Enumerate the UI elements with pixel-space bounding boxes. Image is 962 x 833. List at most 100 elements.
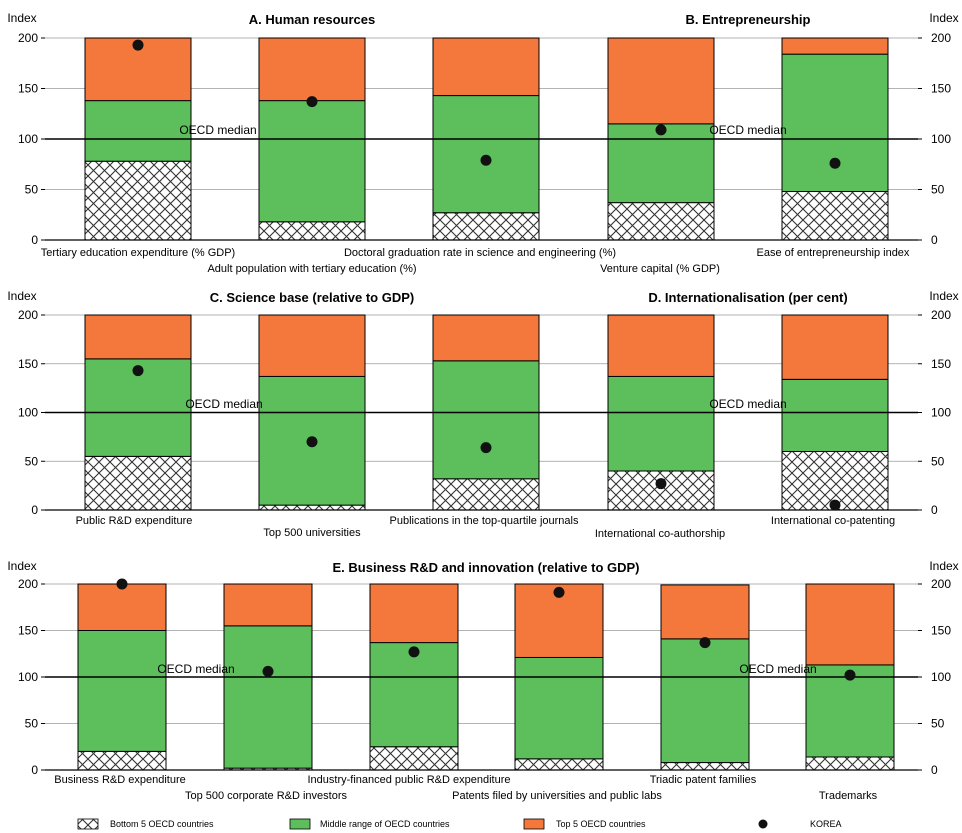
y-tick-label-right: 0 [931,763,938,777]
korea-marker [829,499,841,511]
bar-top-5 [77,583,167,631]
y-axis-label-right: Index [929,11,958,25]
korea-marker [829,157,841,169]
y-tick-label-left: 50 [25,717,39,731]
bar-top-5 [805,583,895,666]
y-tick-label-right: 0 [931,233,938,247]
category-label: Adult population with tertiary education… [207,263,416,275]
bar-middle-range [607,375,715,472]
legend-swatch-middle [289,818,311,830]
bar-top-5 [432,314,540,362]
korea-marker [553,586,565,598]
legend-swatch-bottom [77,818,99,830]
category-label: Tertiary education expenditure (% GDP) [41,247,235,259]
y-tick-label-right: 50 [931,183,945,197]
y-axis-label-left: Index [7,289,36,303]
bar-middle-range [660,638,750,764]
korea-marker [844,669,856,681]
category-label: Ease of entrepreneurship index [757,247,910,259]
oecd-median-label: OECD median [157,662,234,676]
y-tick-label-left: 200 [18,308,38,322]
category-label: Doctoral graduation rate in science and … [344,247,616,259]
bar-bottom-5 [514,758,604,771]
y-tick-label-right: 150 [931,82,951,96]
y-tick-label-right: 0 [931,503,938,517]
y-tick-label-right: 100 [931,670,951,684]
y-tick-label-left: 0 [31,503,38,517]
oecd-median-label: OECD median [709,123,786,137]
bar-middle-range [369,642,459,748]
bar-middle-range [258,100,366,223]
y-tick-label-left: 0 [31,233,38,247]
category-label: Triadic patent families [650,774,757,786]
panel-title: E. Business R&D and innovation (relative… [333,560,640,575]
korea-marker [306,96,318,108]
y-tick-label-left: 0 [31,763,38,777]
bar-bottom-5 [660,762,750,771]
category-label: Top 500 corporate R&D investors [185,790,348,802]
bar-middle-range [781,53,889,193]
chart-panel-3: E. Business R&D and innovation (relative… [7,559,958,802]
bar-bottom-5 [84,455,192,511]
bar-top-5 [432,37,540,97]
legend-marker-korea [758,819,768,829]
legend-label-korea: KOREA [810,819,842,829]
korea-marker [699,637,711,649]
y-tick-label-right: 50 [931,454,945,468]
bar-bottom-5 [258,504,366,511]
bar-middle-range [432,360,540,480]
bar-middle-range [84,100,192,162]
bar-middle-range [514,656,604,760]
legend-label-bottom: Bottom 5 OECD countries [110,819,214,829]
bar-middle-range [77,630,167,752]
oecd-median-label: OECD median [709,397,786,411]
oecd-median-label: OECD median [179,123,256,137]
y-tick-label-left: 150 [18,357,38,371]
category-label: Publications in the top-quartile journal… [390,515,579,527]
oecd-median-label: OECD median [185,397,262,411]
y-tick-label-left: 50 [25,454,39,468]
bar-top-5 [607,314,715,377]
legend-label-middle: Middle range of OECD countries [320,819,450,829]
korea-marker [480,442,492,454]
y-tick-label-left: 200 [18,31,38,45]
category-label: Public R&D expenditure [76,515,193,527]
category-label: International co-authorship [595,528,725,540]
bar-top-5 [607,37,715,125]
panel-title: C. Science base (relative to GDP) [210,290,414,305]
category-label: Industry-financed public R&D expenditure [307,774,510,786]
panel-title: A. Human resources [249,12,375,27]
y-tick-label-left: 200 [18,577,38,591]
panel-title: D. Internationalisation (per cent) [648,290,847,305]
y-axis-label-right: Index [929,289,958,303]
y-tick-label-right: 100 [931,406,951,420]
korea-marker [116,578,128,590]
y-tick-label-right: 200 [931,31,951,45]
korea-marker [655,478,667,490]
y-tick-label-left: 100 [18,670,38,684]
bar-middle-range [223,625,313,769]
category-label: Venture capital (% GDP) [600,263,720,275]
category-label: International co-patenting [771,515,895,527]
bar-bottom-5 [258,221,366,241]
bar-bottom-5 [805,756,895,771]
y-axis-label-right: Index [929,559,958,573]
y-tick-label-right: 150 [931,357,951,371]
bar-top-5 [369,583,459,644]
bar-top-5 [781,37,889,55]
chart-panel-2: C. Science base (relative to GDP) D. Inte… [7,289,958,540]
y-tick-label-right: 200 [931,577,951,591]
bar-bottom-5 [607,202,715,241]
category-label: Patents filed by universities and public… [452,790,662,802]
y-tick-label-right: 100 [931,132,951,146]
y-tick-label-right: 50 [931,717,945,731]
bar-top-5 [258,37,366,102]
bar-middle-range [781,378,889,453]
y-tick-label-right: 200 [931,308,951,322]
y-axis-label-left: Index [7,11,36,25]
y-tick-label-left: 100 [18,406,38,420]
bar-bottom-5 [77,750,167,771]
y-tick-label-left: 100 [18,132,38,146]
bar-bottom-5 [607,470,715,511]
